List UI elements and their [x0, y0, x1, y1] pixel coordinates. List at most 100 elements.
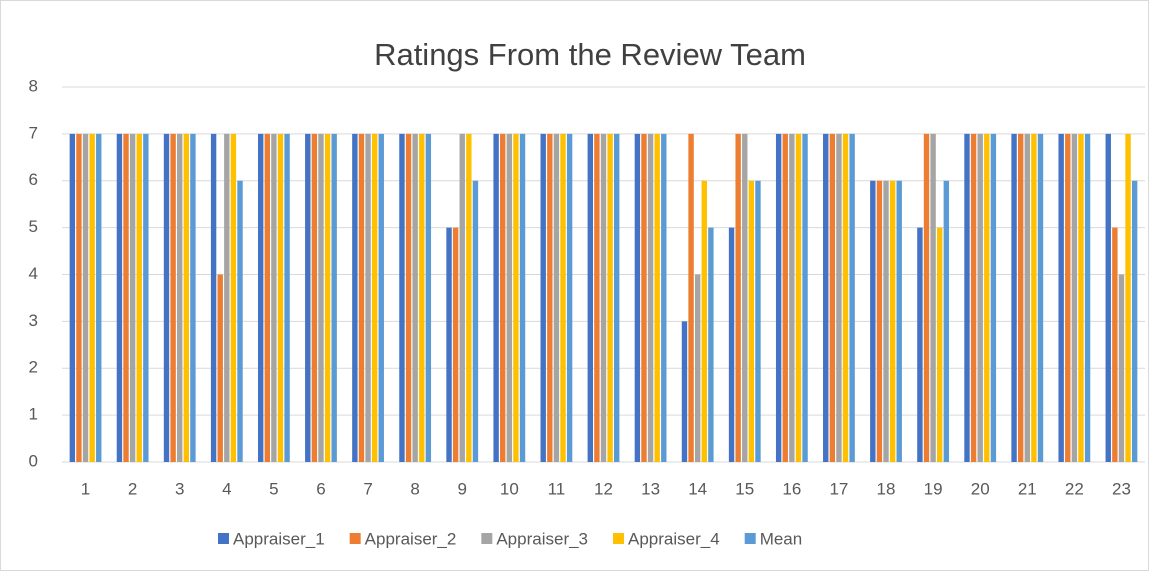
- bar: [594, 133, 600, 462]
- bar: [943, 180, 950, 462]
- bar: [728, 227, 735, 462]
- x-tick-label: 11: [548, 479, 566, 498]
- bar: [237, 180, 243, 462]
- bar: [1118, 274, 1125, 462]
- bar: [352, 133, 358, 462]
- bar: [782, 133, 788, 462]
- bar: [446, 227, 452, 462]
- bar: [540, 133, 546, 462]
- bar: [654, 133, 660, 462]
- bar: [701, 180, 707, 462]
- bar: [177, 133, 183, 462]
- bar: [829, 133, 836, 462]
- bar: [230, 133, 237, 462]
- bar: [493, 133, 499, 462]
- x-tick-label: 16: [782, 479, 801, 498]
- bar: [210, 133, 217, 462]
- bar: [553, 133, 560, 462]
- bar: [271, 133, 277, 462]
- x-tick-label: 22: [1065, 479, 1084, 498]
- bar: [647, 133, 654, 462]
- x-tick-label: 1: [81, 479, 90, 498]
- bar: [795, 133, 802, 462]
- x-tick-label: 12: [594, 479, 613, 498]
- bar: [1105, 133, 1111, 462]
- bar: [257, 133, 264, 462]
- bar: [305, 133, 311, 462]
- bar: [217, 274, 223, 462]
- x-tick-label: 23: [1112, 479, 1131, 498]
- bar: [459, 133, 465, 462]
- bar: [136, 133, 142, 462]
- y-tick-label: 7: [29, 123, 38, 142]
- bar: [419, 133, 425, 462]
- bar: [163, 133, 170, 462]
- bar: [1078, 133, 1084, 462]
- x-tick-label: 9: [458, 479, 467, 498]
- bar: [500, 133, 506, 462]
- bar: [405, 133, 412, 462]
- legend-swatch: [744, 533, 756, 544]
- bar: [284, 133, 290, 462]
- x-tick-label: 5: [269, 479, 278, 498]
- bar: [849, 133, 855, 462]
- x-tick-label: 2: [128, 479, 137, 498]
- bar: [129, 133, 136, 462]
- bar: [277, 133, 284, 462]
- bar: [823, 133, 829, 462]
- bar: [802, 133, 808, 462]
- x-tick-label: 15: [735, 479, 754, 498]
- bar: [1031, 133, 1037, 462]
- bar: [1125, 133, 1131, 462]
- bar: [566, 133, 573, 462]
- bar: [82, 133, 89, 462]
- bar: [607, 133, 613, 462]
- bar: [742, 133, 748, 462]
- bar: [513, 133, 519, 462]
- bar: [735, 133, 741, 462]
- chart-title: Ratings From the Review Team: [374, 37, 806, 72]
- bar: [688, 133, 694, 462]
- bar: [789, 133, 795, 462]
- x-tick-label: 3: [175, 479, 184, 498]
- x-tick-label: 20: [971, 479, 990, 498]
- bar: [89, 133, 95, 462]
- bar: [1131, 180, 1138, 462]
- bar: [930, 133, 936, 462]
- x-tick-label: 4: [222, 479, 231, 498]
- legend-swatch: [613, 533, 625, 544]
- legend-label: Appraiser_3: [496, 529, 588, 548]
- bar: [311, 133, 318, 462]
- bar: [755, 180, 761, 462]
- bar: [96, 133, 102, 462]
- bar: [634, 133, 641, 462]
- bar: [896, 180, 902, 462]
- bar: [190, 133, 196, 462]
- bar: [358, 133, 365, 462]
- bar: [694, 274, 701, 462]
- x-tick-label: 8: [410, 479, 419, 498]
- y-tick-label: 8: [29, 76, 38, 95]
- bar: [990, 133, 997, 462]
- legend-label: Mean: [760, 529, 803, 548]
- bar: [870, 180, 876, 462]
- bar: [425, 133, 432, 462]
- legend-label: Appraiser_4: [628, 529, 720, 548]
- bar: [917, 227, 923, 462]
- bar: [224, 133, 230, 462]
- bar: [1058, 133, 1064, 462]
- bar: [116, 133, 123, 462]
- legend-swatch: [349, 533, 361, 544]
- bar: [547, 133, 553, 462]
- bar: [977, 133, 983, 462]
- bar: [984, 133, 990, 462]
- y-tick-label: 6: [29, 170, 38, 189]
- bar: [143, 133, 149, 462]
- legend-swatch: [481, 533, 493, 544]
- bar: [331, 133, 337, 462]
- bar: [1071, 133, 1078, 462]
- legend-label: Appraiser_1: [233, 529, 325, 548]
- bar: [1084, 133, 1091, 462]
- y-tick-label: 5: [29, 217, 38, 236]
- bar: [371, 133, 378, 462]
